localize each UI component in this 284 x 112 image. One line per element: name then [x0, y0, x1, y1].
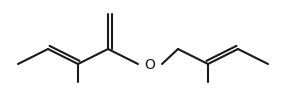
Text: O: O	[145, 57, 155, 71]
